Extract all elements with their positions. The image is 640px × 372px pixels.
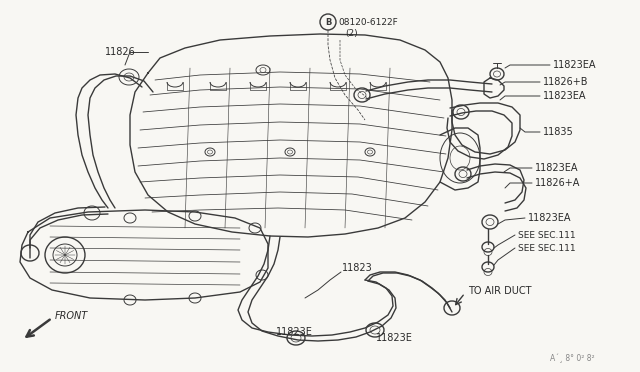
Text: 11823E: 11823E — [376, 333, 413, 343]
Text: 08120-6122F: 08120-6122F — [338, 17, 397, 26]
Text: 11826+A: 11826+A — [535, 178, 580, 188]
Text: (2): (2) — [345, 29, 358, 38]
Text: TO AIR DUCT: TO AIR DUCT — [468, 286, 531, 296]
Text: 11823EA: 11823EA — [535, 163, 579, 173]
Text: 11823EA: 11823EA — [543, 91, 586, 101]
Text: 11823: 11823 — [342, 263, 372, 273]
Text: 11823EA: 11823EA — [553, 60, 596, 70]
Text: A´¸ 8° 0² 8²: A´¸ 8° 0² 8² — [550, 354, 595, 363]
Text: B: B — [325, 17, 331, 26]
Text: 11823E: 11823E — [276, 327, 313, 337]
Text: SEE SEC.111: SEE SEC.111 — [518, 244, 575, 253]
Text: 11826+B: 11826+B — [543, 77, 589, 87]
Text: 11835: 11835 — [543, 127, 573, 137]
Text: 11823EA: 11823EA — [528, 213, 572, 223]
Text: 11826: 11826 — [105, 47, 136, 57]
Text: SEE SEC.111: SEE SEC.111 — [518, 231, 575, 240]
Text: FRONT: FRONT — [55, 311, 88, 321]
